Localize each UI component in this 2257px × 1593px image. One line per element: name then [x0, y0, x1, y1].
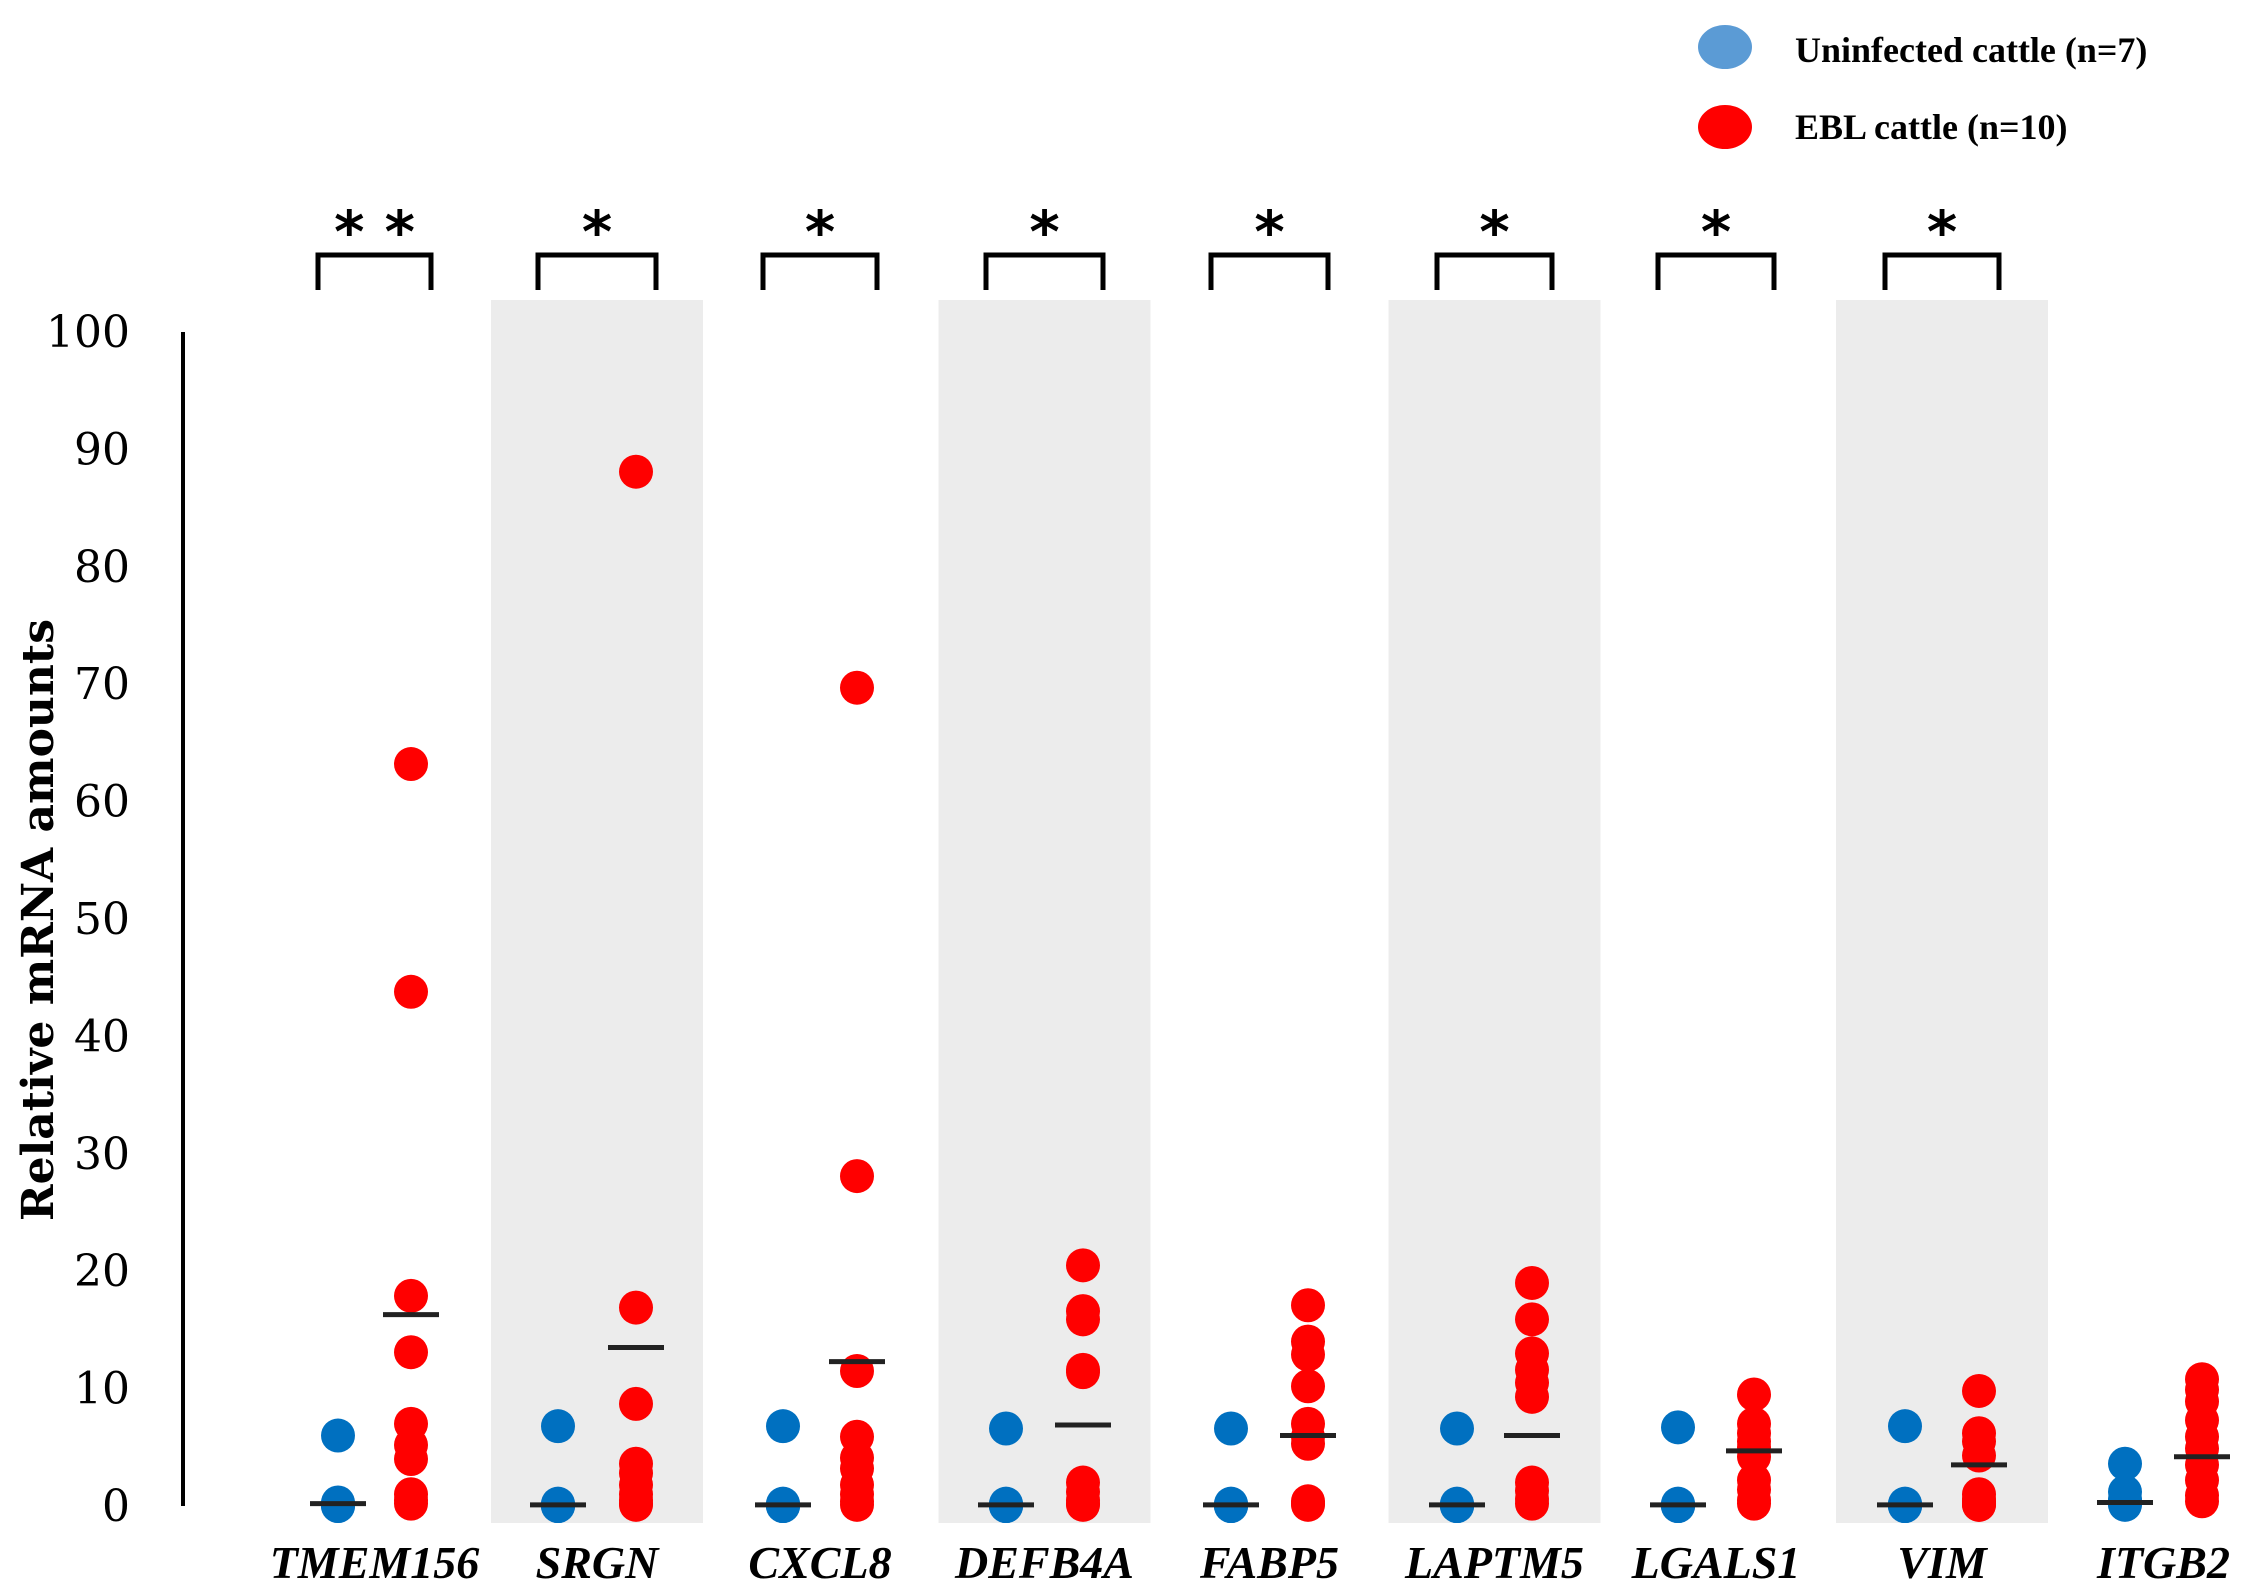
- point-ebl-defb4a-0: [1066, 1248, 1100, 1283]
- point-uninfected-laptm5-0: [1440, 1411, 1474, 1446]
- shade-band-vim: [1836, 300, 2048, 1523]
- y-tick-60: 60: [74, 777, 130, 828]
- category-label-fabp5: FABP5: [1199, 1537, 1339, 1588]
- category-label-itgb2: ITGB2: [2096, 1537, 2230, 1588]
- point-ebl-laptm5-9: [1515, 1486, 1549, 1521]
- point-ebl-lgals1-5: [1737, 1439, 1771, 1474]
- category-label-lgals1: LGALS1: [1631, 1537, 1801, 1588]
- significance-star-srgn: *: [582, 198, 612, 266]
- point-ebl-vim-9: [1962, 1487, 1996, 1522]
- legend: Uninfected cattle (n=7) EBL cattle (n=10…: [1698, 25, 2147, 149]
- point-ebl-cxcl8-1: [840, 1159, 874, 1194]
- point-ebl-tmem156-1: [394, 974, 428, 1009]
- significance-bracket-fabp5: [1208, 252, 1331, 290]
- y-tick-100: 100: [46, 307, 130, 358]
- significance-star-fabp5: *: [1254, 198, 1284, 266]
- y-tick-0: 0: [102, 1481, 130, 1532]
- point-ebl-lgals1-0: [1737, 1377, 1771, 1412]
- significance-star-defb4a: *: [1029, 198, 1059, 266]
- point-ebl-srgn-0: [619, 454, 653, 489]
- point-ebl-tmem156-0: [394, 747, 428, 782]
- significance-bracket-defb4a: [983, 252, 1106, 290]
- point-uninfected-vim-0: [1888, 1409, 1922, 1444]
- category-label-srgn: SRGN: [536, 1537, 660, 1588]
- significance-bracket-vim: [1882, 252, 2002, 290]
- y-tick-30: 30: [74, 1129, 130, 1180]
- point-ebl-tmem156-9: [394, 1486, 428, 1521]
- legend-label-uninfected: Uninfected cattle (n=7): [1795, 30, 2147, 70]
- median-lines: [310, 1312, 2230, 1508]
- point-ebl-srgn-2: [619, 1386, 653, 1421]
- point-uninfected-defb4a-0: [989, 1411, 1023, 1446]
- point-ebl-tmem156-3: [394, 1335, 428, 1370]
- shade-band-defb4a: [938, 300, 1151, 1523]
- shade-band-laptm5: [1388, 300, 1601, 1523]
- y-tick-20: 20: [74, 1246, 130, 1297]
- point-ebl-srgn-1: [619, 1290, 653, 1325]
- point-ebl-laptm5-0: [1515, 1265, 1549, 1300]
- significance-bracket-cxcl8: [760, 252, 880, 290]
- legend-swatch-ebl: [1698, 105, 1752, 149]
- point-uninfected-lgals1-0: [1661, 1410, 1695, 1445]
- point-ebl-laptm5-1: [1515, 1302, 1549, 1337]
- point-ebl-tmem156-6: [394, 1442, 428, 1477]
- significance-bracket-tmem156: [315, 252, 434, 290]
- point-ebl-laptm5-5: [1515, 1379, 1549, 1414]
- y-tick-labels: 0 10 20 30 40 50 60 70 80 90 100: [46, 307, 130, 1532]
- point-ebl-srgn-9: [619, 1487, 653, 1522]
- point-ebl-fabp5-0: [1291, 1288, 1325, 1323]
- point-ebl-defb4a-2: [1066, 1302, 1100, 1337]
- significance-star-cxcl8: *: [805, 198, 835, 266]
- point-ebl-itgb2-9: [2185, 1484, 2219, 1519]
- significance-brackets: * * * * * * * * *: [315, 198, 2002, 290]
- point-uninfected-itgb2-0: [2108, 1446, 2142, 1481]
- significance-bracket-laptm5: [1434, 252, 1555, 290]
- category-label-vim: VIM: [1897, 1537, 1989, 1588]
- category-label-cxcl8: CXCL8: [748, 1537, 891, 1588]
- point-ebl-defb4a-9: [1066, 1487, 1100, 1522]
- shaded-bands: [491, 300, 2048, 1523]
- y-tick-10: 10: [74, 1364, 130, 1415]
- category-label-laptm5: LAPTM5: [1404, 1537, 1584, 1588]
- y-axis-label: Relative mRNA amounts: [13, 619, 64, 1221]
- significance-star-vim: *: [1927, 198, 1957, 266]
- category-labels: TMEM156 SRGN CXCL8 DEFB4A FABP5 LAPTM5 LGALS1 V…: [270, 1537, 2230, 1588]
- significance-star-tmem156: * *: [334, 198, 415, 266]
- y-tick-70: 70: [74, 659, 130, 710]
- point-ebl-tmem156-2: [394, 1278, 428, 1313]
- point-uninfected-srgn-0: [541, 1409, 575, 1444]
- point-ebl-fabp5-9: [1291, 1487, 1325, 1522]
- y-tick-40: 40: [74, 1011, 130, 1062]
- point-ebl-cxcl8-2: [840, 1353, 874, 1388]
- point-ebl-fabp5-6: [1291, 1426, 1325, 1461]
- point-ebl-cxcl8-0: [840, 670, 874, 705]
- point-ebl-fabp5-3: [1291, 1369, 1325, 1404]
- point-uninfected-fabp5-0: [1214, 1411, 1248, 1446]
- significance-bracket-lgals1: [1655, 252, 1777, 290]
- y-tick-80: 80: [74, 542, 130, 593]
- point-ebl-fabp5-2: [1291, 1337, 1325, 1372]
- y-tick-90: 90: [74, 424, 130, 475]
- shade-band-srgn: [491, 300, 703, 1523]
- significance-bracket-srgn: [535, 252, 659, 290]
- category-label-tmem156: TMEM156: [270, 1537, 480, 1588]
- significance-star-laptm5: *: [1479, 198, 1509, 266]
- point-uninfected-tmem156-0: [321, 1418, 355, 1453]
- category-label-defb4a: DEFB4A: [954, 1537, 1134, 1588]
- point-ebl-vim-3: [1962, 1438, 1996, 1473]
- point-uninfected-cxcl8-0: [766, 1409, 800, 1444]
- legend-label-ebl: EBL cattle (n=10): [1795, 107, 2068, 147]
- significance-star-lgals1: *: [1701, 198, 1731, 266]
- point-ebl-defb4a-4: [1066, 1355, 1100, 1390]
- point-ebl-vim-0: [1962, 1373, 1996, 1408]
- legend-swatch-uninfected: [1698, 25, 1752, 69]
- point-ebl-lgals1-9: [1737, 1486, 1771, 1521]
- point-ebl-cxcl8-9: [840, 1487, 874, 1522]
- y-tick-50: 50: [74, 894, 130, 945]
